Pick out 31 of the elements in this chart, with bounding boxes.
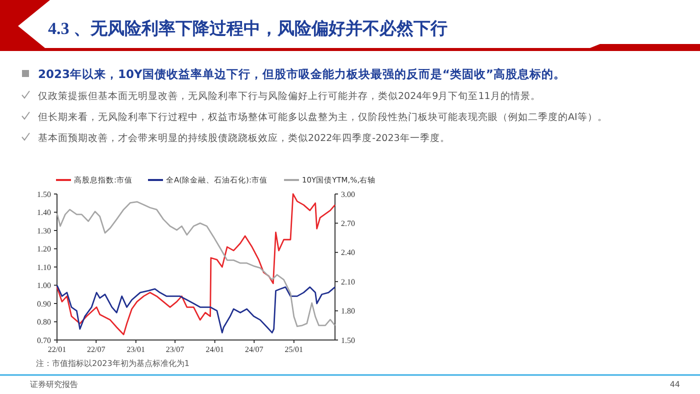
y2-tick-label: 3.00 <box>341 190 355 199</box>
chart-subtitle: 2023年以来，10Y国债收益率单边下行，但股市吸金能力板块最强的反而是“类固收”高股息标的。 <box>38 67 566 81</box>
x-tick-label: 23/01 <box>126 345 146 354</box>
y2-tick-label: 2.10 <box>341 277 355 286</box>
x-tick-label: 23/07 <box>166 345 184 354</box>
y-tick-label: 1.30 <box>37 226 51 236</box>
y2-tick-label: 2.40 <box>341 248 355 258</box>
y-tick-label: 1.40 <box>37 208 51 218</box>
x-tick-label: 25/01 <box>284 345 304 354</box>
y-tick-label: 0.80 <box>37 318 51 327</box>
text: 44 <box>670 380 680 389</box>
y-tick-label: 1.50 <box>37 190 51 199</box>
text: 基本面预期改善，才会带来明显的持续股债跷跷板效应，类似2022年四季度-2023年一季度。 <box>38 132 450 144</box>
line-series <box>56 284 336 334</box>
y2-tick-label: 1.80 <box>341 306 355 316</box>
text: 仅政策提振但基本面无明显改善，无风险利率下行与风险偏好上行可能并存，类似2024年9月下旬至11月的情景。 <box>38 90 540 102</box>
y-tick-label: 0.90 <box>37 299 51 308</box>
text: 证券研究报告 <box>30 380 78 389</box>
text: 注：市值指标以2023年初为基点标准化为1 <box>36 359 190 368</box>
x-tick-label: 22/01 <box>48 345 66 354</box>
y-tick-label: 1.20 <box>37 244 51 254</box>
x-tick-label: 22/07 <box>87 345 106 354</box>
x-tick-label: 24/07 <box>245 345 264 354</box>
x-tick-label: 24/01 <box>206 345 224 354</box>
text: 但长期来看，无风险利率下行过程中，权益市场整体可能多以盘整为主，仅阶段性热门板块可能表现亮眼（例如二季度的AI等）。 <box>38 111 608 123</box>
chart-title: 4.3 、无风险利率下降过程中，风险偏好并不必然下行 <box>48 19 448 38</box>
y2-tick-label: 2.70 <box>341 219 355 228</box>
y2-tick-label: 1.50 <box>341 336 355 345</box>
y-tick-label: 1.00 <box>37 281 51 290</box>
y-tick-label: 0.70 <box>37 336 51 345</box>
y-tick-label: 1.10 <box>37 262 51 272</box>
